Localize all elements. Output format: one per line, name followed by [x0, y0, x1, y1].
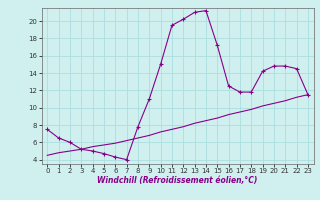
X-axis label: Windchill (Refroidissement éolien,°C): Windchill (Refroidissement éolien,°C)	[97, 176, 258, 185]
